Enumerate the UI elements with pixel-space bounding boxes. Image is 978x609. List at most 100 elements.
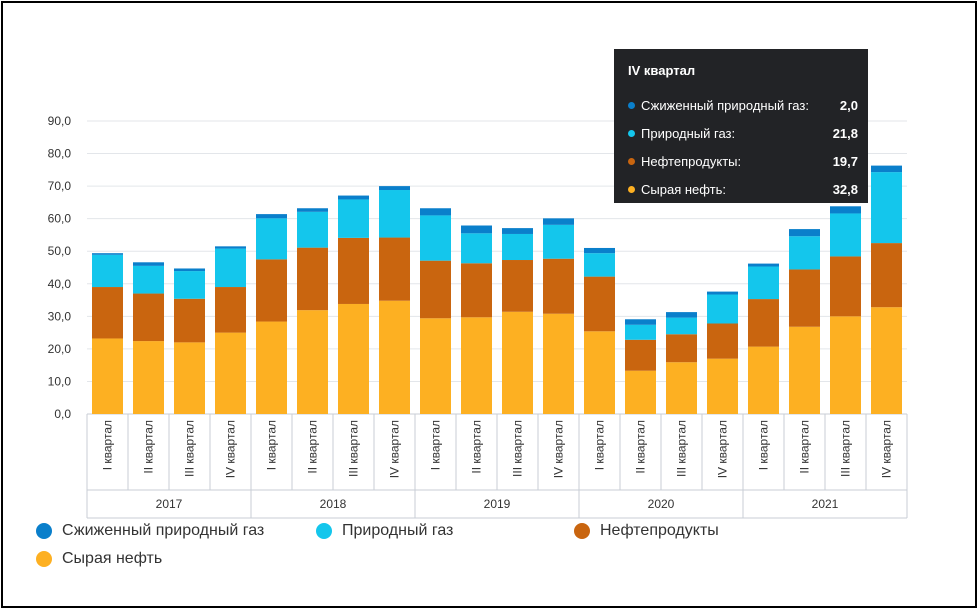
bar-segment-3 xyxy=(789,229,820,237)
bar-segment-3 xyxy=(748,263,779,267)
bar-segment-3 xyxy=(666,312,697,318)
bar-segment-2 xyxy=(584,253,615,277)
category-label: III квартал xyxy=(347,420,361,477)
legend-swatch xyxy=(316,523,332,539)
bar-segment-1 xyxy=(256,259,287,322)
bar-segment-3 xyxy=(502,228,533,234)
y-tick-label: 50,0 xyxy=(48,244,72,258)
group-label: 2017 xyxy=(156,497,183,511)
bar-segment-0 xyxy=(502,311,533,414)
category-label: II квартал xyxy=(142,420,156,474)
bar-segment-2 xyxy=(871,172,902,244)
bar-segment-1 xyxy=(871,243,902,308)
bar-segment-0 xyxy=(256,321,287,414)
y-tick-label: 70,0 xyxy=(48,179,72,193)
bar-segment-1 xyxy=(297,247,328,311)
tooltip-row-crude: Сырая нефть: 32,8 xyxy=(628,175,858,203)
bar-segment-3 xyxy=(830,206,861,214)
category-label: III квартал xyxy=(511,420,525,477)
bar-segment-2 xyxy=(707,294,738,324)
bar-segment-0 xyxy=(707,358,738,414)
bar-segment-0 xyxy=(461,317,492,414)
bar-segment-0 xyxy=(338,303,369,414)
tooltip-row-products: Нефтепродукты: 19,7 xyxy=(628,147,858,175)
tooltip-row-value: 19,7 xyxy=(832,153,858,169)
group-label: 2020 xyxy=(648,497,675,511)
bar-segment-2 xyxy=(543,224,574,259)
bar-segment-3 xyxy=(543,218,574,225)
tooltip-row-label: Нефтепродукты: xyxy=(641,153,742,169)
category-label: IV квартал xyxy=(388,420,402,478)
bar-segment-2 xyxy=(256,218,287,260)
bar-segment-1 xyxy=(92,287,123,339)
bar-segment-3 xyxy=(461,225,492,234)
bar-segment-3 xyxy=(174,268,205,272)
dot-icon xyxy=(628,101,635,109)
bar-segment-3 xyxy=(256,214,287,219)
bar-segment-0 xyxy=(420,318,451,414)
category-label: IV квартал xyxy=(716,420,730,478)
legend-label: Сырая нефть xyxy=(62,550,163,567)
bar-segment-3 xyxy=(379,186,410,191)
legend-item-lng[interactable]: Сжиженный природный газ xyxy=(36,522,264,540)
tooltip-row-label: Природный газ: xyxy=(641,125,736,141)
legend-item-crude[interactable]: Сырая нефть xyxy=(36,550,162,568)
dot-icon xyxy=(628,129,635,137)
y-tick-label: 80,0 xyxy=(48,147,72,161)
legend-item-products[interactable]: Нефтепродукты xyxy=(574,522,719,540)
tooltip-row-value: 2,0 xyxy=(839,97,858,113)
tooltip-title: IV квартал xyxy=(628,63,696,78)
bar-segment-3 xyxy=(420,208,451,216)
bar-segment-0 xyxy=(748,346,779,414)
bar-segment-2 xyxy=(625,324,656,340)
bar-segment-2 xyxy=(215,248,246,288)
legend-swatch xyxy=(574,523,590,539)
category-label: IV квартал xyxy=(552,420,566,478)
bar-segment-1 xyxy=(830,256,861,317)
group-label: 2021 xyxy=(812,497,839,511)
y-tick-label: 40,0 xyxy=(48,277,72,291)
bar-segment-2 xyxy=(748,266,779,300)
bar-segment-1 xyxy=(420,260,451,319)
y-tick-label: 30,0 xyxy=(48,309,72,323)
bar-segment-2 xyxy=(92,254,123,288)
bar-segment-1 xyxy=(174,298,205,343)
category-label: I квартал xyxy=(101,420,115,470)
y-tick-label: 20,0 xyxy=(48,342,72,356)
legend-label: Сжиженный природный газ xyxy=(62,522,265,539)
category-label: III квартал xyxy=(839,420,853,477)
bar-segment-0 xyxy=(215,332,246,414)
bar-segment-1 xyxy=(625,339,656,371)
bar-segment-0 xyxy=(92,338,123,414)
bar-segment-1 xyxy=(338,237,369,304)
y-tick-label: 0,0 xyxy=(54,407,71,421)
legend-swatch xyxy=(36,523,52,539)
tooltip-row-label: Сырая нефть: xyxy=(641,181,727,197)
dot-icon xyxy=(628,185,635,193)
category-label: II квартал xyxy=(306,420,320,474)
bar-segment-3 xyxy=(584,247,615,254)
bar-segment-0 xyxy=(379,300,410,414)
bar-segment-2 xyxy=(338,199,369,238)
bar-segment-1 xyxy=(707,323,738,359)
category-label: II квартал xyxy=(798,420,812,474)
category-label: II квартал xyxy=(470,420,484,474)
bar-segment-2 xyxy=(666,317,697,335)
bar-segment-0 xyxy=(174,342,205,414)
bar-segment-2 xyxy=(830,213,861,257)
legend-item-gas[interactable]: Природный газ xyxy=(316,522,453,540)
bar-segment-2 xyxy=(174,271,205,299)
bar-segment-3 xyxy=(625,319,656,325)
y-tick-label: 10,0 xyxy=(48,374,72,388)
bar-segment-1 xyxy=(584,276,615,332)
legend-label: Нефтепродукты xyxy=(600,522,719,539)
bar-segment-1 xyxy=(461,263,492,318)
category-label: I квартал xyxy=(757,420,771,470)
tooltip-row-value: 32,8 xyxy=(832,181,858,197)
legend-swatch xyxy=(36,551,52,567)
category-label: I квартал xyxy=(593,420,607,470)
bar-segment-1 xyxy=(133,293,164,342)
bar-segment-0 xyxy=(625,370,656,414)
bar-segment-1 xyxy=(379,237,410,301)
legend-label: Природный газ xyxy=(342,522,454,539)
